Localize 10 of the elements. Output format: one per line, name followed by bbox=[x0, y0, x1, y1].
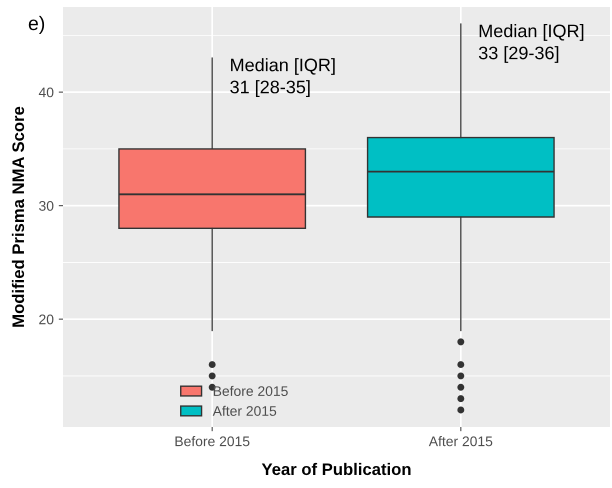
legend-label: Before 2015 bbox=[214, 386, 288, 396]
y-tick-label: 30 bbox=[39, 200, 54, 211]
legend-label: After 2015 bbox=[212, 406, 276, 416]
y-tick-label: 40 bbox=[38, 87, 54, 98]
annotation: Median [IQR] 31 [28-35] bbox=[230, 58, 335, 97]
text: e) bbox=[28, 16, 44, 34]
y-tick-label: 20 bbox=[39, 314, 54, 324]
x-axis-title: Year of Publication bbox=[262, 462, 410, 476]
annotation: Median [IQR] 33 [29-36] bbox=[478, 24, 584, 63]
y-axis-title: Modified Prisma NMA Score bbox=[12, 106, 24, 327]
